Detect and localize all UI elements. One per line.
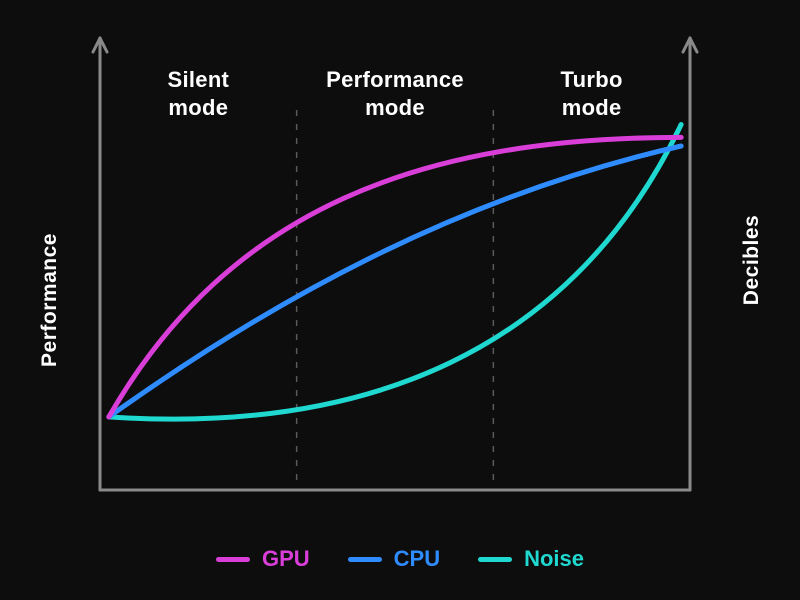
legend-item-cpu: CPU <box>348 546 440 572</box>
mode-label-silent: Silent mode <box>98 66 298 121</box>
mode-label-line2: mode <box>562 95 622 120</box>
y-axis-left-label: Performance <box>38 230 62 370</box>
legend: GPU CPU Noise <box>0 546 800 572</box>
legend-label-cpu: CPU <box>394 546 440 572</box>
mode-label-performance: Performance mode <box>295 66 495 121</box>
mode-label-line2: mode <box>168 95 228 120</box>
y-axis-right-label: Decibles <box>740 190 764 330</box>
legend-item-noise: Noise <box>478 546 584 572</box>
mode-label-turbo: Turbo mode <box>492 66 692 121</box>
legend-label-gpu: GPU <box>262 546 310 572</box>
mode-label-line1: Silent <box>167 67 229 92</box>
legend-swatch-noise <box>478 557 512 562</box>
chart-container: Performance Decibles Silent mode Perform… <box>0 0 800 600</box>
legend-swatch-gpu <box>216 557 250 562</box>
legend-swatch-cpu <box>348 557 382 562</box>
legend-item-gpu: GPU <box>216 546 310 572</box>
mode-label-line1: Performance <box>326 67 464 92</box>
legend-label-noise: Noise <box>524 546 584 572</box>
mode-label-line1: Turbo <box>561 67 623 92</box>
mode-label-line2: mode <box>365 95 425 120</box>
